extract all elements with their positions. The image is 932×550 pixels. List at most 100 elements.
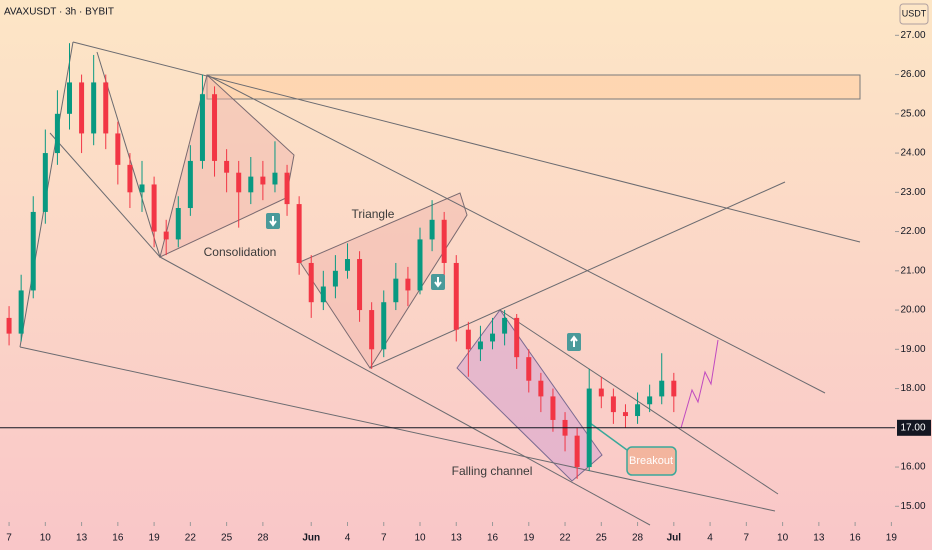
- candle-body: [610, 396, 616, 413]
- x-tick-label: 10: [777, 533, 789, 544]
- x-tick-label: 19: [886, 533, 898, 544]
- x-tick-label: 16: [850, 533, 862, 544]
- candle-body: [30, 211, 36, 291]
- price-tag: [897, 419, 931, 436]
- candle-body: [538, 380, 544, 397]
- arrow-up: [567, 333, 581, 351]
- candle-body: [381, 302, 387, 350]
- projection-path: [680, 339, 719, 429]
- unit-box: [899, 3, 929, 25]
- x-tick-label: 7: [6, 533, 12, 544]
- x-tick-label: 13: [451, 533, 463, 544]
- x-tick-label: 7: [381, 533, 387, 544]
- candle-body: [622, 412, 628, 417]
- candle-body: [308, 262, 314, 303]
- candle-body: [453, 262, 459, 330]
- x-tick-label: 25: [596, 533, 608, 544]
- trend-line: [159, 256, 651, 526]
- candle-body: [405, 278, 411, 291]
- callout-box: [626, 446, 677, 476]
- x-tick-label: 10: [414, 533, 426, 544]
- candle-body: [18, 290, 24, 334]
- candle-body: [357, 259, 363, 311]
- x-tick-label: 13: [76, 533, 88, 544]
- candle-body: [320, 286, 326, 303]
- y-tick-label: 15.00: [900, 501, 925, 512]
- arrow-down: [266, 213, 280, 229]
- candle-body: [272, 172, 278, 185]
- candle-body: [139, 184, 145, 193]
- candle-body: [296, 204, 302, 263]
- x-tick-label: 25: [221, 533, 233, 544]
- annotation: Falling channel: [452, 464, 533, 478]
- candle-body: [393, 278, 399, 303]
- candle-body: [284, 172, 290, 205]
- candle-body: [477, 341, 483, 350]
- x-tick-label: 19: [523, 533, 535, 544]
- candle-body: [429, 219, 435, 240]
- drawings: [19, 41, 861, 526]
- candle-body: [199, 94, 205, 161]
- candle-body: [441, 219, 447, 263]
- candle-body: [212, 94, 218, 161]
- x-tick-label: 19: [149, 533, 161, 544]
- y-tick-label: 26.00: [900, 69, 925, 80]
- candle-body: [502, 317, 508, 334]
- candle-body: [163, 231, 169, 240]
- x-tick-label: 28: [257, 533, 269, 544]
- candle-body: [91, 82, 97, 134]
- candle-body: [151, 184, 157, 232]
- candle-body: [260, 176, 266, 185]
- trend-line: [72, 41, 861, 243]
- resistance-zone: [206, 74, 861, 100]
- chart-title: AVAXUSDT · 3h · BYBIT: [4, 7, 114, 18]
- candle-body: [574, 435, 580, 468]
- candle-body: [550, 396, 556, 420]
- candle-body: [369, 310, 375, 350]
- x-tick-label: 7: [744, 533, 750, 544]
- arrow-down: [431, 274, 445, 290]
- candle-body: [66, 82, 72, 114]
- trend-line: [19, 346, 776, 512]
- candle-body: [54, 113, 60, 154]
- candle-body: [236, 172, 242, 193]
- price-tag-label: 17.00: [900, 422, 925, 433]
- y-tick-label: 23.00: [900, 187, 925, 198]
- y-tick-label: 16.00: [900, 462, 925, 473]
- x-tick-label: 16: [112, 533, 124, 544]
- y-tick-label: 22.00: [900, 226, 925, 237]
- trend-line: [49, 132, 161, 258]
- candle-body: [103, 82, 109, 134]
- candle-body: [659, 380, 665, 397]
- candle-body: [6, 317, 12, 334]
- candle-body: [79, 82, 85, 134]
- x-tick-label: 10: [40, 533, 52, 544]
- y-tick-label: 24.00: [900, 148, 925, 159]
- annotation: Consolidation: [204, 245, 277, 259]
- candle-body: [417, 239, 423, 291]
- candle-body: [647, 396, 653, 405]
- candle-body: [224, 160, 230, 173]
- x-tick-label: Jul: [667, 533, 682, 544]
- candle-body: [598, 388, 604, 397]
- x-tick-label: 13: [813, 533, 825, 544]
- annotation: Breakout: [629, 455, 673, 467]
- trend-line: [206, 74, 826, 394]
- candle-body: [175, 208, 181, 240]
- candle-body: [465, 329, 471, 350]
- candle-body: [514, 317, 520, 358]
- candle-body: [635, 404, 641, 417]
- x-tick-label: 16: [487, 533, 499, 544]
- x-tick-label: 4: [707, 533, 713, 544]
- falling-channel-zone: [456, 309, 603, 482]
- triangle-zone: [299, 192, 468, 369]
- x-tick-label: 22: [559, 533, 571, 544]
- candle-body: [332, 270, 338, 287]
- y-tick-label: 27.00: [900, 30, 925, 41]
- y-tick-label: 25.00: [900, 108, 925, 119]
- candle-body: [248, 176, 254, 193]
- trend-line: [499, 309, 779, 495]
- x-tick-label: Jun: [302, 533, 320, 544]
- candle-body: [115, 133, 121, 165]
